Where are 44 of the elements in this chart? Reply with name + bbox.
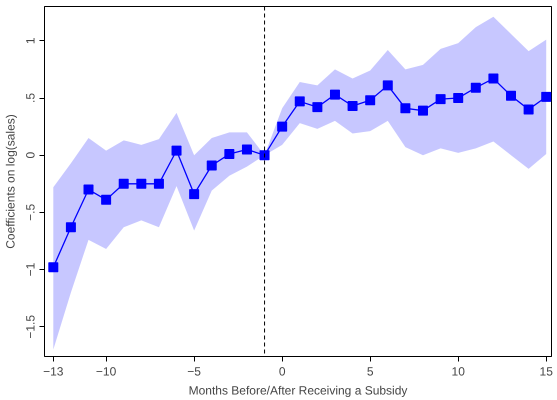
x-tick-label: 0 xyxy=(278,364,286,378)
point xyxy=(206,160,217,170)
point xyxy=(48,262,58,272)
y-tick-label: 1 xyxy=(24,37,38,44)
point xyxy=(172,146,182,156)
point xyxy=(118,178,129,189)
point xyxy=(330,90,340,100)
point xyxy=(488,74,498,84)
point xyxy=(436,94,446,104)
point xyxy=(382,80,393,90)
point xyxy=(84,184,94,195)
y-tick-label: −.5 xyxy=(24,204,38,221)
x-tick-label: 15 xyxy=(540,364,554,378)
x-tick-label: 5 xyxy=(366,364,374,378)
y-axis-title: Coefficients on log(sales) xyxy=(4,114,18,249)
point xyxy=(418,106,428,116)
point xyxy=(400,103,410,114)
y-tick-label: 0 xyxy=(24,152,38,159)
point xyxy=(312,102,322,112)
point xyxy=(365,95,376,106)
point xyxy=(154,178,164,189)
point xyxy=(242,144,252,154)
point xyxy=(224,149,234,160)
y-tick-label: −1.5 xyxy=(24,314,38,339)
x-tick-label: −10 xyxy=(96,364,117,378)
point xyxy=(470,82,481,93)
point xyxy=(260,150,270,160)
point xyxy=(348,101,358,112)
x-tick-label: −13 xyxy=(43,364,64,378)
point xyxy=(189,189,200,200)
point xyxy=(277,122,288,132)
point xyxy=(101,194,112,205)
x-tick-label: 10 xyxy=(452,364,466,378)
y-tick-label: −1 xyxy=(24,262,38,276)
point xyxy=(294,96,305,106)
point xyxy=(506,90,516,101)
x-axis-title: Months Before/After Receiving a Subsidy xyxy=(188,384,408,398)
point xyxy=(541,92,552,102)
x-tick-label: −5 xyxy=(187,364,202,378)
y-tick-label: .5 xyxy=(24,92,38,104)
point xyxy=(453,93,464,104)
point xyxy=(524,104,534,114)
point xyxy=(66,222,76,232)
point xyxy=(136,178,146,189)
